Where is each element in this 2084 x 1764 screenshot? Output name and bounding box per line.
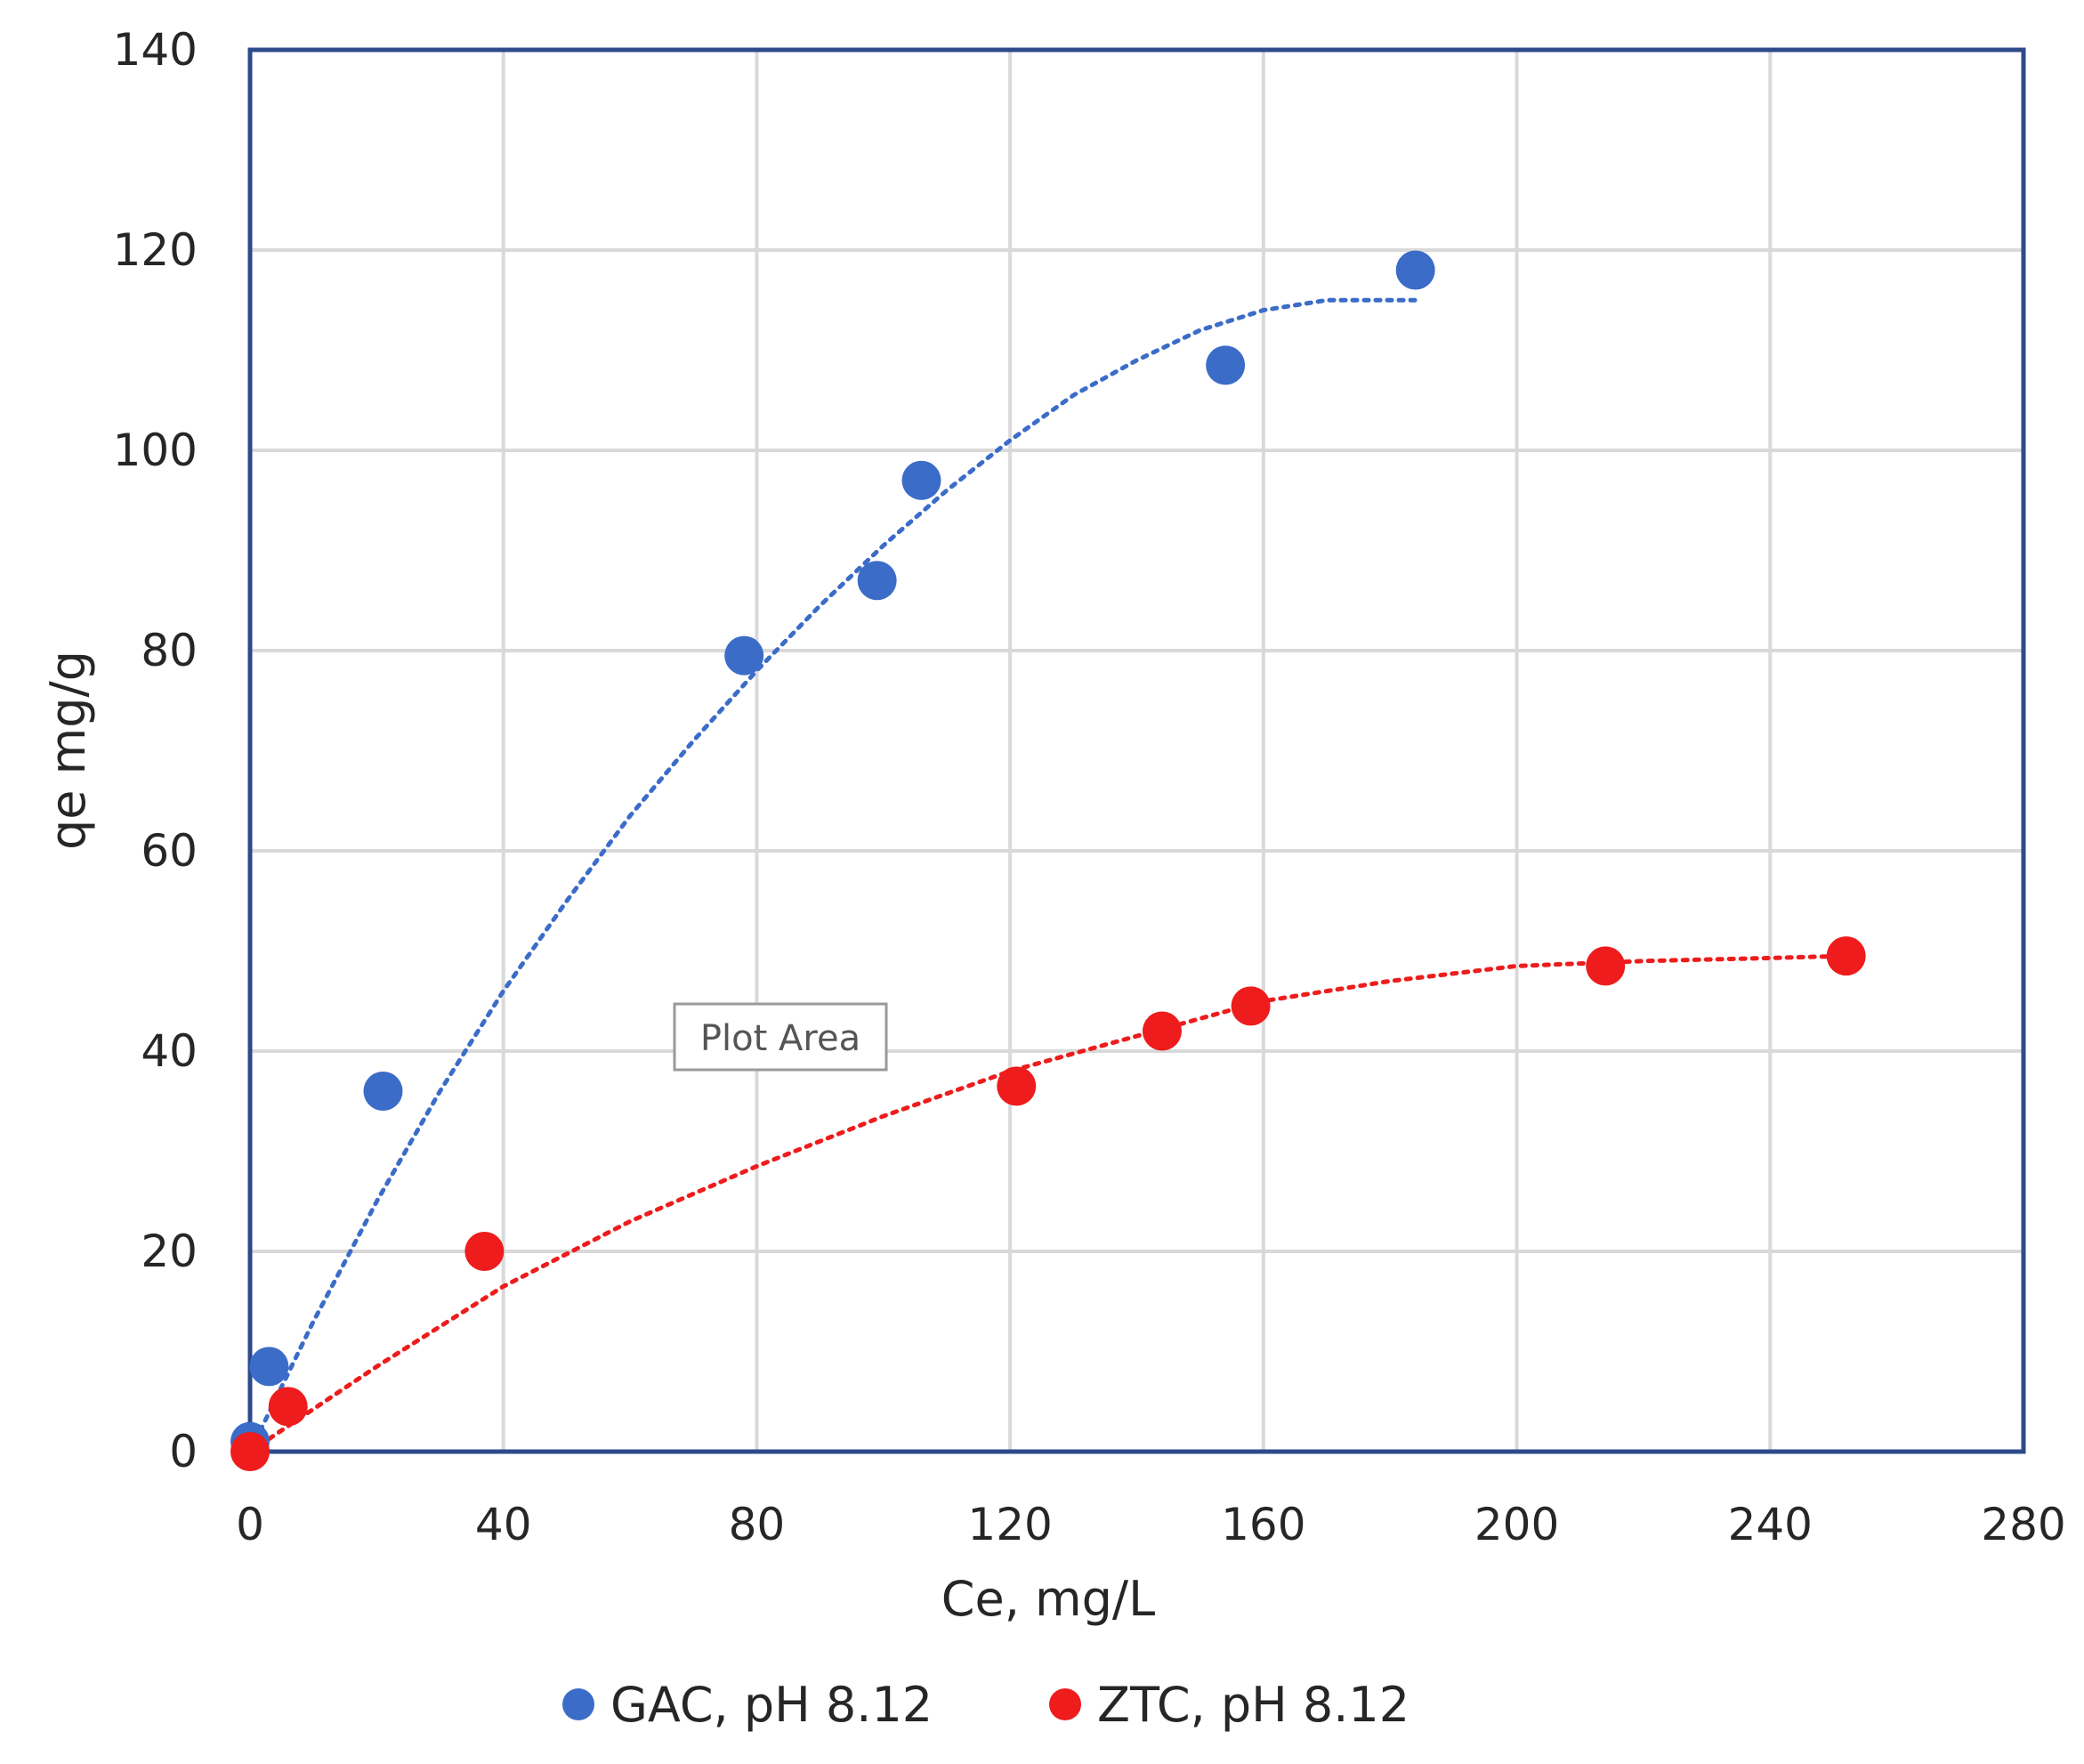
y-axis-title: qe mg/g <box>40 651 96 850</box>
data-points <box>230 250 1866 1471</box>
legend-marker-series-1 <box>1049 1688 1081 1720</box>
x-axis-ticks: 0 40 80 120 160 200 240 280 <box>236 1499 2066 1550</box>
trendline-series-1 <box>247 953 1849 1454</box>
data-point-series-1[interactable] <box>1142 1011 1182 1051</box>
legend-label-series-0: GAC, pH 8.12 <box>610 1677 933 1733</box>
data-point-series-1[interactable] <box>997 1066 1037 1106</box>
y-tick-label: 100 <box>113 425 198 476</box>
y-tick-label: 140 <box>113 24 198 76</box>
tooltip-box <box>673 1002 888 1072</box>
trendline-series-0 <box>247 297 1418 1454</box>
plot-area-tooltip: Plot Area <box>673 1002 888 1072</box>
legend-marker-series-0 <box>562 1688 594 1720</box>
x-axis-title: Ce, mg/L <box>941 1571 1155 1627</box>
y-tick-label: 60 <box>141 825 198 877</box>
data-point-series-1[interactable] <box>464 1232 505 1271</box>
x-tick-label: 120 <box>967 1499 1052 1550</box>
data-point-series-0[interactable] <box>724 635 764 676</box>
x-tick-label: 280 <box>1981 1499 2065 1550</box>
data-point-series-1[interactable] <box>1586 946 1626 986</box>
data-point-series-1[interactable] <box>268 1387 308 1427</box>
data-point-series-0[interactable] <box>249 1347 289 1387</box>
y-axis-ticks: 0 20 40 60 80 100 120 140 <box>113 24 198 1477</box>
y-tick-label: 120 <box>113 224 198 276</box>
data-point-series-0[interactable] <box>857 561 897 601</box>
x-tick-label: 200 <box>1474 1499 1559 1550</box>
tooltip-text: Plot Area <box>700 1018 860 1059</box>
data-point-series-1[interactable] <box>1826 936 1866 976</box>
y-tick-label: 40 <box>141 1025 198 1077</box>
data-point-series-1[interactable] <box>1231 986 1271 1026</box>
data-point-series-0[interactable] <box>363 1072 403 1111</box>
y-tick-label: 0 <box>169 1426 198 1477</box>
x-tick-label: 0 <box>236 1499 264 1550</box>
data-point-series-0[interactable] <box>1206 345 1246 385</box>
legend-label-series-1: ZTC, pH 8.12 <box>1097 1677 1410 1733</box>
legend: GAC, pH 8.12 ZTC, pH 8.12 <box>562 1677 1410 1733</box>
y-tick-label: 80 <box>141 625 198 676</box>
x-tick-label: 40 <box>475 1499 532 1550</box>
plot-area-border[interactable] <box>247 47 2026 1454</box>
x-tick-label: 80 <box>729 1499 786 1550</box>
data-point-series-0[interactable] <box>1395 250 1435 290</box>
data-point-series-1[interactable] <box>230 1432 270 1471</box>
trendlines <box>247 297 1849 1454</box>
x-tick-label: 160 <box>1221 1499 1305 1550</box>
x-tick-label: 240 <box>1728 1499 1813 1550</box>
data-point-series-0[interactable] <box>901 460 941 500</box>
grid <box>250 50 2023 1452</box>
y-tick-label: 20 <box>141 1226 198 1277</box>
